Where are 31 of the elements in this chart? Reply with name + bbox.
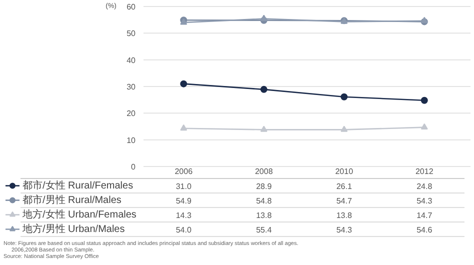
x-tick-label: 2008 (254, 167, 274, 176)
legend-label: 地方/女性 Urban/Females (22, 208, 136, 220)
data-label: 54.0 (176, 225, 192, 234)
y-tick-label: 60 (126, 2, 136, 12)
data-label: 55.4 (256, 225, 272, 234)
data-label: 13.8 (336, 210, 352, 220)
y-tick-label: 40 (126, 56, 136, 65)
data-label: 54.9 (176, 196, 192, 206)
data-label: 31.0 (176, 182, 192, 191)
data-label: 13.8 (256, 210, 272, 220)
y-tick-label: 10 (126, 136, 136, 145)
data-label: 14.7 (416, 210, 433, 220)
legend-label: 都市/男性 Rural/Males (22, 194, 122, 206)
y-tick-label: 50 (126, 29, 136, 38)
x-tick-label: 2010 (335, 167, 354, 176)
data-label: 54.6 (416, 225, 433, 234)
data-label: 54.3 (336, 225, 352, 234)
data-label: 54.3 (416, 196, 433, 206)
data-label: 14.3 (176, 210, 192, 220)
data-label: 28.9 (256, 182, 272, 191)
y-tick-label: 30 (126, 82, 136, 92)
data-label: 54.7 (336, 196, 352, 206)
y-tick-label: 20 (126, 109, 136, 118)
x-tick-label: 2006 (174, 167, 194, 176)
data-label: 26.1 (336, 182, 352, 191)
legend-label: 地方/男性 Urban/Males (22, 222, 125, 235)
x-tick-label: 2012 (415, 167, 434, 176)
legend-label: 都市/女性 Rural/Females (22, 179, 134, 192)
data-label: 54.8 (256, 196, 272, 206)
data-label: 24.8 (416, 182, 433, 191)
y-tick-label: 0 (131, 162, 136, 172)
